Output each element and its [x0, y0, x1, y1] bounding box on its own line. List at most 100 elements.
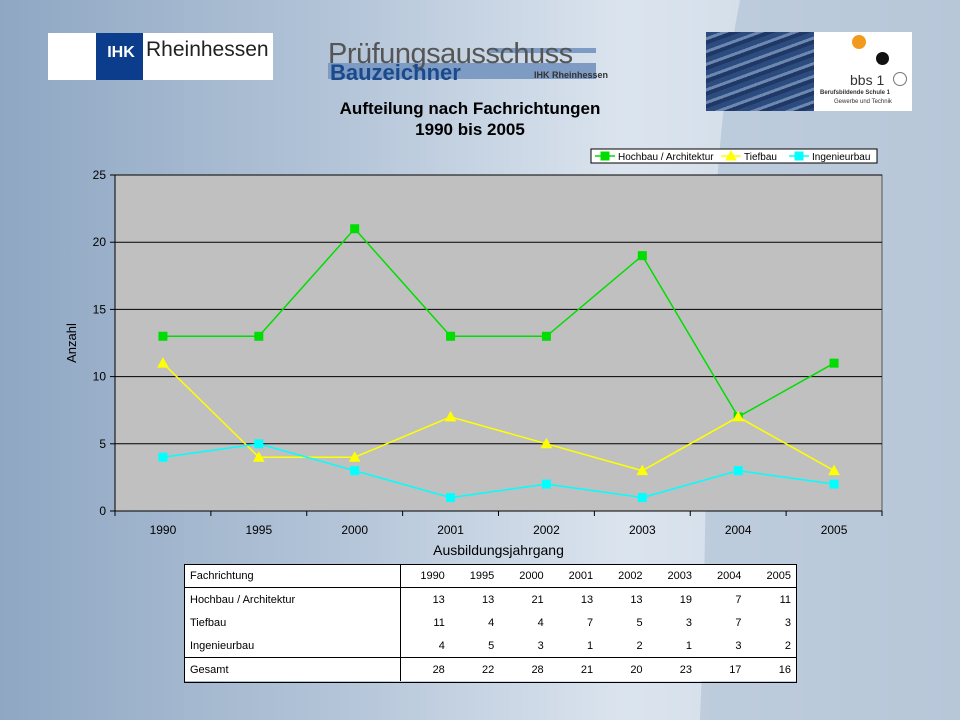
table-cell: 13	[432, 593, 445, 606]
table-row-label: Ingenieurbau	[184, 634, 402, 658]
table-header-year: 2001	[549, 564, 600, 588]
table-total-cell: 20	[599, 657, 649, 681]
committee-stripe	[490, 48, 596, 53]
data-point	[829, 358, 839, 368]
data-point	[829, 479, 839, 489]
bbs-logo: bbs 1 Berufsbildende Schule 1 Gewerbe un…	[706, 32, 912, 111]
committee-bar	[328, 63, 596, 79]
table-cell: 13	[580, 593, 594, 606]
table-cell: 5	[636, 616, 643, 629]
data-point	[732, 410, 745, 422]
table-cell: 7	[735, 616, 742, 629]
ring-icon	[893, 72, 907, 86]
table-header-year: 2005	[747, 564, 797, 588]
committee-org: IHK Rheinhessen	[534, 70, 609, 80]
table-total-cell: 16	[747, 657, 797, 681]
data-point	[733, 466, 743, 476]
y-tick-label: 15	[93, 302, 107, 316]
data-point	[157, 357, 169, 368]
ihk-abbr: IHK	[107, 44, 135, 61]
table-header-year: 2003	[648, 564, 698, 588]
table-total-row: Gesamt 28 22 28 21 20 23 17 16	[184, 657, 797, 681]
ihk-logo-box	[96, 33, 143, 80]
school-line1: Berufsbildende Schule 1	[820, 90, 891, 96]
legend-swatch-marker	[794, 151, 804, 161]
table-header-year: 2000	[500, 564, 550, 588]
table-cell: 21	[531, 593, 544, 606]
x-tick-label: 1995	[245, 523, 272, 537]
table-cell: 4	[438, 639, 445, 652]
legend-entry: Tiefbau	[744, 152, 777, 163]
series-line	[162, 443, 835, 499]
table-cell: 3	[685, 616, 692, 629]
data-point	[158, 331, 168, 341]
series-line	[162, 362, 835, 472]
chart-title: Aufteilung nach Fachrichtungen	[339, 99, 601, 118]
y-tick-label: 10	[93, 370, 107, 384]
legend-swatch-marker	[600, 151, 610, 161]
table-cell: 1	[685, 639, 692, 652]
x-tick-label: 2005	[821, 523, 848, 537]
x-tick-label: 2004	[725, 523, 752, 537]
table-cell: 13	[482, 593, 495, 606]
table-total-cell: 22	[450, 657, 501, 681]
table-cell: 2	[784, 639, 791, 652]
table-cell: 3	[735, 639, 742, 652]
table-header-year: 2002	[599, 564, 649, 588]
series-line	[162, 227, 835, 418]
table-total-cell: 17	[698, 657, 748, 681]
black-dot-icon	[876, 52, 889, 65]
table-cell: 7	[735, 593, 742, 606]
table-row: Ingenieurbau 4 5 3 1 2 1 3 2	[184, 634, 797, 658]
chart-subtitle: 1990 bis 2005	[415, 120, 525, 139]
table-total-cell: 28	[500, 657, 550, 681]
table-cell: 7	[587, 616, 594, 629]
y-tick-label: 0	[99, 504, 106, 518]
table-total-cell: 28	[400, 657, 451, 681]
school-building-photo	[706, 32, 814, 111]
data-point	[158, 452, 168, 462]
table-cell: 1	[587, 639, 594, 652]
table-row-label: Tiefbau	[184, 611, 402, 634]
table-cell: 11	[433, 616, 445, 629]
y-tick-label: 5	[99, 437, 106, 451]
table-header-label: Fachrichtung	[184, 564, 402, 588]
table-total-label: Gesamt	[184, 657, 402, 681]
data-point	[350, 224, 360, 234]
data-point	[444, 410, 457, 422]
x-tick-label: 2003	[629, 523, 656, 537]
data-point	[348, 451, 361, 462]
data-point	[637, 493, 647, 503]
orange-dot-icon	[852, 35, 866, 49]
table-cell: 19	[679, 593, 692, 606]
table-header-year: 1990	[400, 564, 451, 588]
table-cell: 3	[537, 639, 544, 652]
legend-entry: Hochbau / Architektur	[618, 152, 714, 163]
data-point	[541, 331, 551, 341]
table-row-label: Hochbau / Architektur	[184, 587, 402, 611]
ihk-logo: IHK Rheinhessen	[48, 33, 273, 80]
data-point	[252, 451, 265, 462]
data-point	[446, 331, 456, 341]
data-point	[636, 464, 649, 476]
committee-title: Prüfungsausschuss	[328, 38, 573, 70]
x-tick-label: 2001	[437, 523, 464, 537]
legend-entry: Ingenieurbau	[812, 152, 870, 163]
x-tick-label: 2000	[341, 523, 368, 537]
y-tick-label: 20	[93, 235, 107, 249]
table-header-row: Fachrichtung 1990 1995 2000 2001 2002 2003 2004…	[184, 564, 797, 588]
series-2	[158, 439, 839, 503]
data-point	[254, 439, 264, 449]
data-point	[350, 466, 360, 476]
data-table: Fachrichtung 1990 1995 2000 2001 2002 2003 2004…	[184, 564, 797, 681]
data-point	[637, 251, 647, 261]
data-point	[254, 331, 264, 341]
ihk-region: Rheinhessen	[146, 38, 269, 61]
table-cell: 4	[537, 616, 544, 629]
table-row: Hochbau / Architektur 13 13 21 13 13 19 7 11	[184, 587, 797, 611]
table-total-cell: 23	[648, 657, 698, 681]
table-cell: 3	[784, 616, 791, 629]
table-row: Tiefbau 11 4 4 7 5 3 7 3	[184, 611, 797, 634]
plot-area	[114, 174, 883, 512]
x-tick-label: 2002	[533, 523, 560, 537]
